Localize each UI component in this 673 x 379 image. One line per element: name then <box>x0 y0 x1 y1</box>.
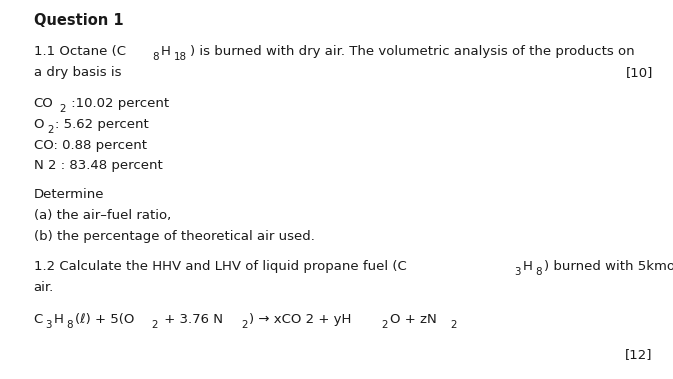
Text: ) → xCO 2 + yH: ) → xCO 2 + yH <box>250 313 352 326</box>
Text: (a) the air–fuel ratio,: (a) the air–fuel ratio, <box>34 209 171 222</box>
Text: 3: 3 <box>46 320 52 330</box>
Text: H: H <box>54 313 64 326</box>
Text: H: H <box>161 45 171 58</box>
Text: N 2 : 83.48 percent: N 2 : 83.48 percent <box>34 160 162 172</box>
Text: CO: CO <box>34 97 53 110</box>
Text: :10.02 percent: :10.02 percent <box>67 97 170 110</box>
Text: 2: 2 <box>47 125 54 135</box>
Text: a dry basis is: a dry basis is <box>34 66 121 79</box>
Text: 1.2 Calculate the HHV and LHV of liquid propane fuel (C: 1.2 Calculate the HHV and LHV of liquid … <box>34 260 406 273</box>
Text: CO: 0.88 percent: CO: 0.88 percent <box>34 139 147 152</box>
Text: 2: 2 <box>241 320 248 330</box>
Text: 2: 2 <box>382 320 388 330</box>
Text: Question 1: Question 1 <box>34 13 123 28</box>
Text: (ℓ) + 5(O: (ℓ) + 5(O <box>75 313 135 326</box>
Text: [12]: [12] <box>625 348 653 361</box>
Text: H: H <box>523 260 533 273</box>
Text: 8: 8 <box>152 52 159 62</box>
Text: [10]: [10] <box>625 66 653 79</box>
Text: 1.1 Octane (C: 1.1 Octane (C <box>34 45 126 58</box>
Text: 8: 8 <box>67 320 73 330</box>
Text: Determine: Determine <box>34 188 104 201</box>
Text: O: O <box>34 118 44 131</box>
Text: : 5.62 percent: : 5.62 percent <box>55 118 149 131</box>
Text: air.: air. <box>34 281 54 294</box>
Text: O + zN: O + zN <box>390 313 437 326</box>
Text: 8: 8 <box>536 267 542 277</box>
Text: 2: 2 <box>151 320 158 330</box>
Text: C: C <box>34 313 43 326</box>
Text: (b) the percentage of theoretical air used.: (b) the percentage of theoretical air us… <box>34 230 314 243</box>
Text: 18: 18 <box>174 52 186 62</box>
Text: 3: 3 <box>515 267 521 277</box>
Text: + 3.76 N: + 3.76 N <box>160 313 223 326</box>
Text: 2: 2 <box>59 104 65 114</box>
Text: ) is burned with dry air. The volumetric analysis of the products on: ) is burned with dry air. The volumetric… <box>190 45 635 58</box>
Text: ) burned with 5kmol of: ) burned with 5kmol of <box>544 260 673 273</box>
Text: 2: 2 <box>450 320 456 330</box>
